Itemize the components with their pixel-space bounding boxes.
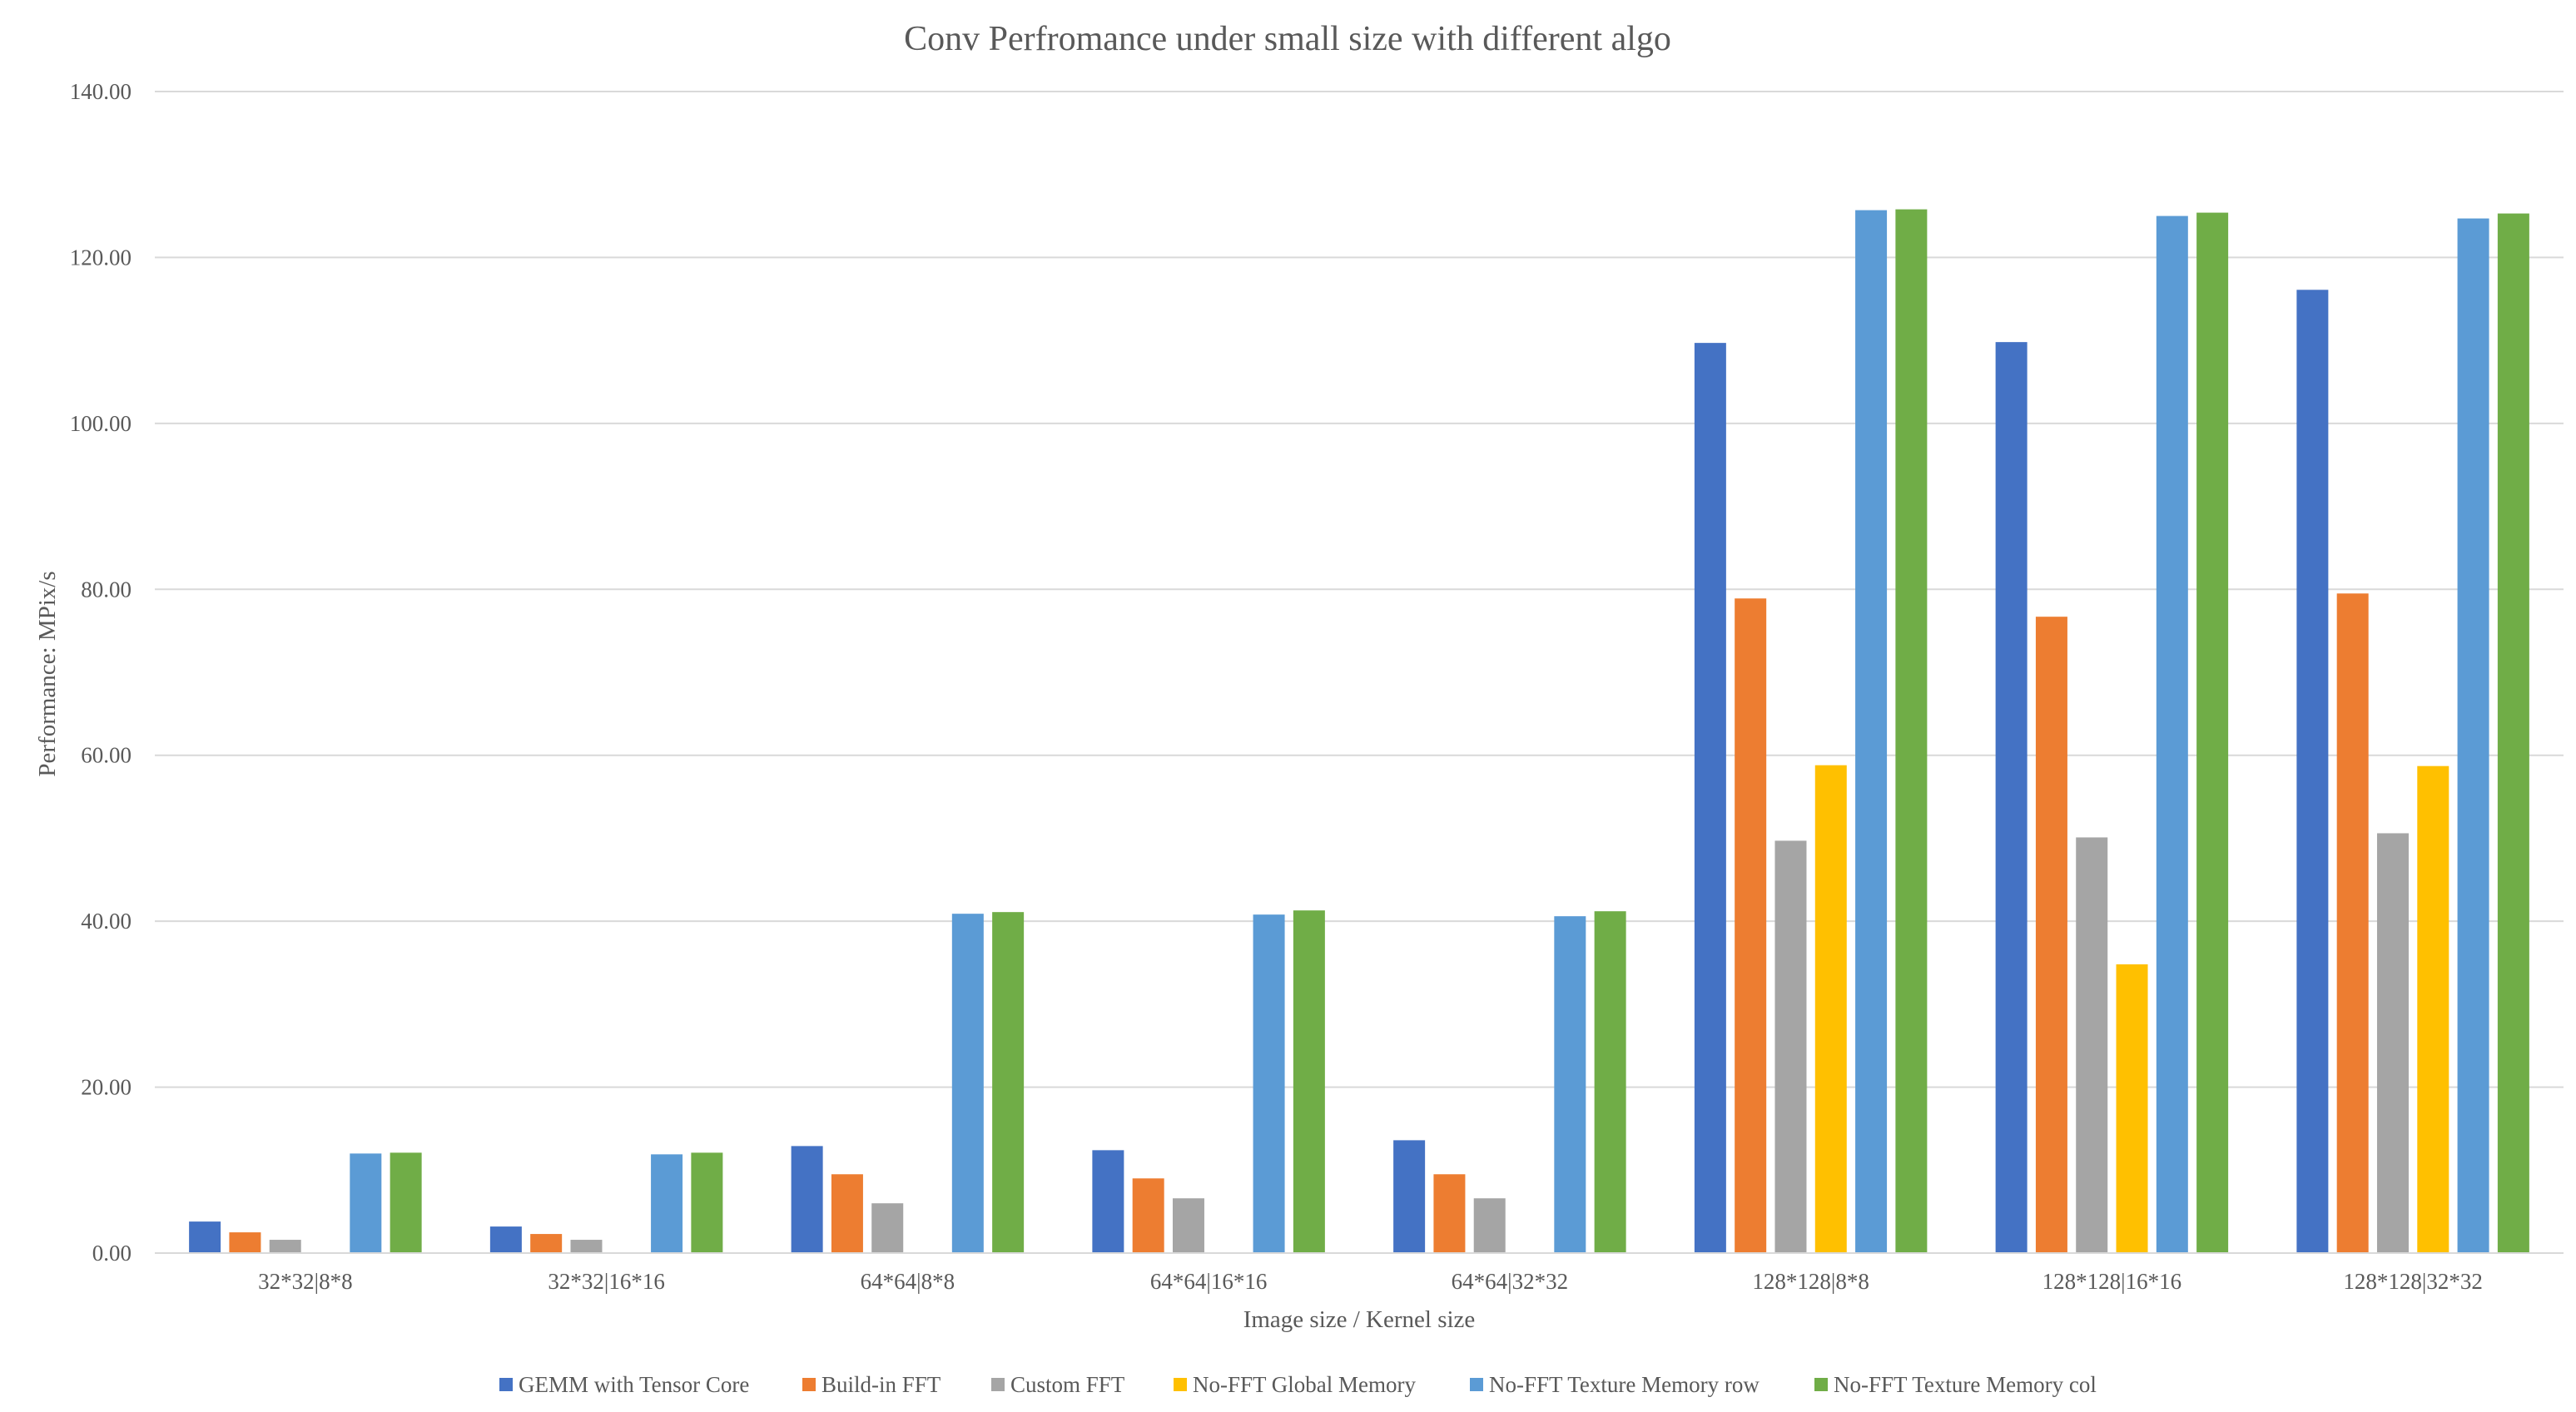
bar-custom-fft-0 xyxy=(269,1240,301,1253)
bar-no-fft-texture-memory-row-2 xyxy=(951,914,984,1253)
legend-swatch xyxy=(991,1378,1005,1391)
bar-no-fft-texture-memory-row-7 xyxy=(2457,218,2489,1253)
bar-gemm-with-tensor-core-5 xyxy=(1694,343,1726,1253)
y-tick-label: 0.00 xyxy=(92,1241,132,1266)
bar-gemm-with-tensor-core-3 xyxy=(1092,1150,1124,1253)
bar-no-fft-global-memory-6 xyxy=(2116,964,2148,1253)
bar-gemm-with-tensor-core-7 xyxy=(2296,290,2329,1253)
y-tick-label: 40.00 xyxy=(81,909,132,934)
bar-gemm-with-tensor-core-4 xyxy=(1393,1140,1426,1253)
bar-no-fft-texture-memory-col-5 xyxy=(1895,209,1928,1254)
legend-label: GEMM with Tensor Core xyxy=(519,1372,749,1397)
x-tick-label: 128*128|16*16 xyxy=(2042,1269,2181,1294)
x-tick-label: 32*32|16*16 xyxy=(548,1269,664,1294)
bar-no-fft-texture-memory-row-3 xyxy=(1253,914,1285,1253)
bar-custom-fft-3 xyxy=(1172,1198,1204,1253)
x-axis-ticks: 32*32|8*8 32*32|16*16 64*64|8*8 64*64|16*16… xyxy=(258,1269,2483,1294)
legend-label: No-FFT Global Memory xyxy=(1193,1372,1416,1397)
y-tick-label: 60.00 xyxy=(81,743,132,768)
bar-no-fft-texture-memory-col-7 xyxy=(2497,213,2529,1254)
bar-no-fft-texture-memory-col-1 xyxy=(691,1152,723,1253)
chart-title: Conv Perfromance under small size with d… xyxy=(904,20,1671,58)
x-tick-label: 128*128|32*32 xyxy=(2343,1269,2482,1294)
bar-custom-fft-2 xyxy=(871,1203,904,1253)
x-tick-label: 32*32|8*8 xyxy=(258,1269,352,1294)
legend-label: No-FFT Texture Memory row xyxy=(1489,1372,1760,1397)
legend-label: Custom FFT xyxy=(1010,1372,1125,1397)
bar-custom-fft-4 xyxy=(1473,1198,1506,1253)
x-tick-label: 64*64|16*16 xyxy=(1150,1269,1267,1294)
bar-build-in-fft-6 xyxy=(2035,617,2067,1253)
bar-custom-fft-7 xyxy=(2376,833,2409,1253)
y-tick-label: 100.00 xyxy=(70,411,132,436)
legend-label: No-FFT Texture Memory col xyxy=(1834,1372,2097,1397)
y-axis-title: Performance: MPix/s xyxy=(34,571,61,776)
bar-custom-fft-1 xyxy=(570,1240,603,1253)
bar-build-in-fft-0 xyxy=(229,1232,261,1253)
bar-gemm-with-tensor-core-0 xyxy=(189,1221,221,1253)
bar-build-in-fft-3 xyxy=(1132,1178,1164,1253)
bar-custom-fft-5 xyxy=(1774,840,1807,1253)
bar-gemm-with-tensor-core-1 xyxy=(489,1226,522,1253)
bar-no-fft-texture-memory-row-6 xyxy=(2156,216,2188,1254)
bar-gemm-with-tensor-core-2 xyxy=(791,1146,823,1253)
bar-gemm-with-tensor-core-6 xyxy=(1995,342,2028,1253)
y-tick-label: 20.00 xyxy=(81,1075,132,1100)
x-tick-label: 128*128|8*8 xyxy=(1752,1269,1869,1294)
bars xyxy=(189,209,2529,1254)
bar-no-fft-texture-memory-row-4 xyxy=(1554,916,1586,1253)
legend-swatch xyxy=(1470,1378,1483,1391)
bar-no-fft-global-memory-7 xyxy=(2417,765,2449,1253)
legend-swatch xyxy=(499,1378,513,1391)
bar-build-in-fft-4 xyxy=(1433,1174,1466,1253)
bar-no-fft-texture-memory-col-6 xyxy=(2196,212,2229,1253)
x-tick-label: 64*64|32*32 xyxy=(1452,1269,1568,1294)
bar-no-fft-texture-memory-col-0 xyxy=(390,1152,422,1253)
legend: GEMM with Tensor Core Build-in FFT Custom … xyxy=(499,1372,2097,1397)
bar-no-fft-texture-memory-col-2 xyxy=(992,912,1025,1253)
bar-no-fft-global-memory-5 xyxy=(1814,765,1847,1253)
x-axis-title: Image size / Kernel size xyxy=(1243,1306,1476,1333)
y-axis-ticks: 0.00 20.00 40.00 60.00 80.00 100.00 120.00 140.… xyxy=(70,79,132,1266)
y-tick-label: 140.00 xyxy=(70,79,132,104)
legend-swatch xyxy=(1814,1378,1828,1391)
bar-no-fft-texture-memory-row-0 xyxy=(350,1153,382,1253)
bar-build-in-fft-2 xyxy=(831,1174,863,1253)
bar-custom-fft-6 xyxy=(2076,837,2108,1253)
bar-no-fft-texture-memory-row-1 xyxy=(651,1154,683,1253)
bar-no-fft-texture-memory-col-3 xyxy=(1293,910,1325,1253)
y-tick-label: 80.00 xyxy=(81,577,132,602)
legend-label: Build-in FFT xyxy=(821,1372,941,1397)
y-tick-label: 120.00 xyxy=(70,245,132,270)
gridlines xyxy=(155,91,2564,1088)
bar-build-in-fft-7 xyxy=(2336,593,2369,1253)
bar-no-fft-texture-memory-col-4 xyxy=(1594,911,1626,1253)
bar-build-in-fft-5 xyxy=(1735,598,1767,1253)
bar-no-fft-texture-memory-row-5 xyxy=(1855,210,1888,1253)
bar-build-in-fft-1 xyxy=(530,1234,563,1253)
x-tick-label: 64*64|8*8 xyxy=(861,1269,955,1294)
legend-swatch xyxy=(802,1378,816,1391)
legend-swatch xyxy=(1174,1378,1187,1391)
